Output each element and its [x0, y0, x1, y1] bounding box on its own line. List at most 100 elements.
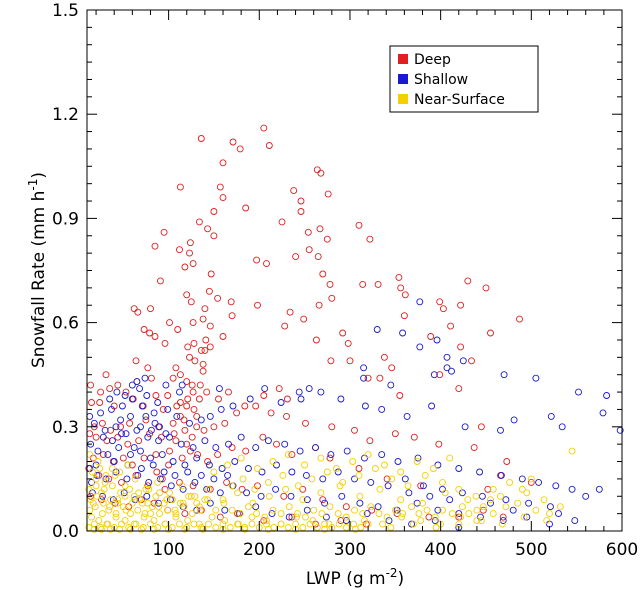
- scatter-point: [128, 381, 136, 389]
- scatter-point: [434, 461, 442, 469]
- legend: Deep Shallow Near-Surface: [389, 45, 539, 113]
- y-axis-label: Snowfall Rate (mm h-1): [26, 172, 49, 368]
- y-axis-label-end: ): [29, 172, 49, 179]
- scatter-point: [400, 312, 408, 320]
- scatter-point: [374, 280, 382, 288]
- scatter-point: [146, 329, 154, 337]
- scatter-point: [248, 520, 256, 528]
- scatter-point: [429, 465, 437, 472]
- scatter-point: [487, 496, 494, 504]
- scatter-point: [242, 204, 250, 212]
- scatter-point: [457, 343, 465, 351]
- scatter-point: [106, 503, 114, 511]
- scatter-point: [156, 423, 163, 431]
- scatter-point: [227, 298, 235, 306]
- series-near-surface: [85, 447, 576, 533]
- scatter-point: [181, 510, 189, 518]
- scatter-point: [176, 520, 183, 528]
- scatter-point: [479, 503, 487, 511]
- scatter-point: [108, 465, 116, 472]
- scatter-point: [86, 412, 94, 420]
- scatter-point: [186, 353, 193, 361]
- scatter-point: [132, 357, 140, 365]
- scatter-point: [236, 145, 244, 153]
- x-tick-label: 300: [334, 540, 366, 560]
- scatter-point: [470, 444, 478, 452]
- scatter-point: [259, 433, 267, 441]
- scatter-point: [328, 423, 336, 431]
- scatter-point: [455, 513, 463, 521]
- scatter-point: [403, 412, 411, 420]
- scatter-point: [464, 496, 472, 504]
- scatter-point: [155, 499, 163, 507]
- scatter-point: [219, 194, 227, 202]
- scatter-point: [461, 423, 469, 431]
- scatter-point: [88, 489, 96, 497]
- scatter-point: [156, 277, 164, 285]
- scatter-point: [130, 492, 138, 500]
- scatter-point: [547, 412, 555, 420]
- scatter-point: [457, 301, 465, 309]
- scatter-point: [100, 485, 108, 493]
- scatter-point: [378, 451, 386, 459]
- scatter-point: [288, 513, 296, 521]
- scatter-point: [439, 478, 446, 486]
- scatter-point: [101, 478, 109, 486]
- scatter-point: [417, 482, 425, 490]
- scatter-point: [143, 392, 151, 399]
- scatter-point: [228, 482, 236, 490]
- scatter-point: [428, 402, 436, 410]
- scatter-point: [334, 510, 342, 518]
- scatter-point: [147, 426, 155, 434]
- scatter-point: [380, 461, 388, 469]
- scatter-point: [130, 444, 138, 452]
- scatter-point: [114, 499, 122, 507]
- scatter-point: [397, 496, 405, 504]
- scatter-point: [184, 395, 192, 403]
- scatter-point: [86, 451, 94, 459]
- scatter-point: [478, 492, 486, 500]
- scatter-point: [199, 360, 207, 368]
- scatter-point: [189, 482, 197, 490]
- scatter-point: [189, 260, 197, 268]
- scatter-point: [302, 419, 309, 427]
- scatter-point: [184, 468, 192, 476]
- scatter-point: [388, 364, 396, 372]
- scatter-point: [393, 510, 401, 518]
- scatter-point: [260, 392, 268, 399]
- scatter-point: [127, 510, 134, 518]
- scatter-point: [114, 496, 122, 504]
- scatter-point: [124, 461, 132, 469]
- scatter-point: [210, 232, 218, 240]
- scatter-point: [394, 458, 402, 465]
- scatter-point: [408, 503, 416, 511]
- scatter-point: [131, 475, 139, 483]
- scatter-point: [373, 326, 381, 333]
- scatter-point: [342, 503, 350, 511]
- scatter-point: [172, 513, 180, 521]
- scatter-point: [187, 298, 195, 306]
- scatter-point: [509, 506, 517, 514]
- scatter-point: [116, 525, 124, 533]
- scatter-point: [220, 499, 228, 507]
- scatter-point: [285, 503, 293, 511]
- scatter-point: [299, 496, 307, 504]
- scatter-point: [199, 525, 207, 533]
- scatter-point: [210, 475, 218, 483]
- scatter-point: [161, 485, 169, 493]
- scatter-point: [310, 506, 318, 514]
- scatter-point: [180, 503, 188, 511]
- scatter-point: [514, 499, 522, 507]
- scatter-point: [166, 319, 173, 327]
- scatter-point: [121, 392, 129, 399]
- scatter-point: [582, 492, 590, 500]
- scatter-point: [196, 381, 204, 389]
- scatter-point: [316, 225, 324, 233]
- scatter-point: [147, 510, 154, 518]
- scatter-point: [265, 142, 273, 149]
- scatter-point: [293, 510, 301, 518]
- scatter-point: [380, 353, 388, 361]
- scatter-point: [102, 475, 110, 483]
- scatter-point: [476, 468, 484, 476]
- scatter-point: [397, 468, 405, 476]
